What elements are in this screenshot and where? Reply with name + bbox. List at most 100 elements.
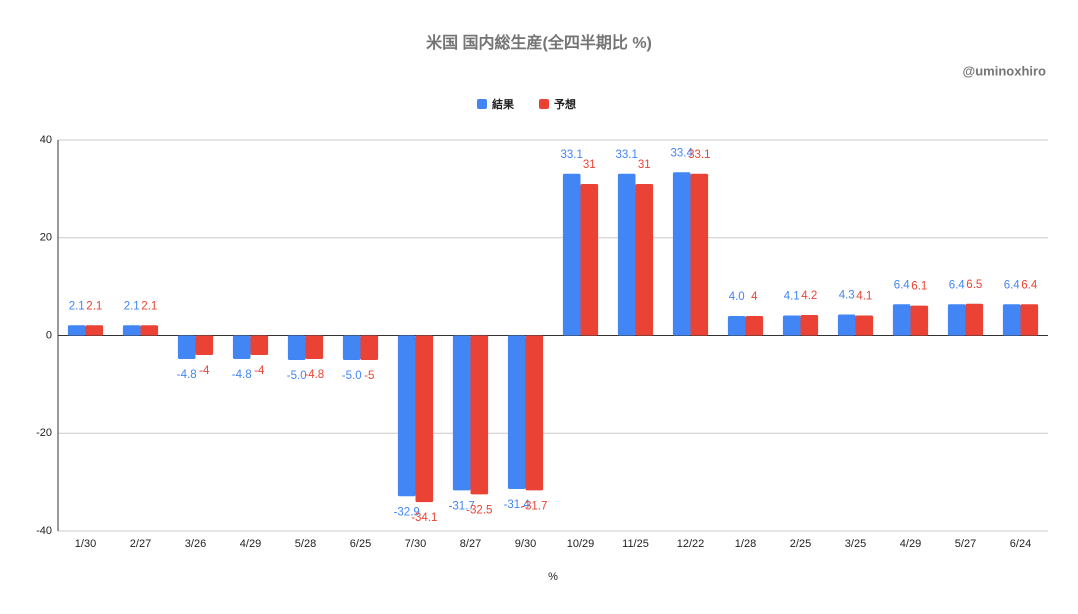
y-tick-label: 40 [40, 134, 52, 146]
y-tick-label: 0 [46, 329, 52, 341]
data-label: -4.8 [232, 369, 252, 381]
x-tick-label: 5/27 [955, 538, 976, 550]
data-label: 33.4 [671, 147, 694, 159]
bar [562, 173, 581, 336]
bar [837, 314, 856, 336]
x-tick-label: 3/25 [845, 538, 866, 550]
data-label: 6.4 [894, 279, 911, 291]
data-label: 31 [583, 159, 596, 171]
x-tick-label: 2/25 [790, 538, 811, 550]
data-label: -4.8 [177, 369, 197, 381]
legend-label: 結果 [492, 97, 514, 111]
bar [855, 315, 874, 336]
data-label: 6.1 [911, 281, 927, 293]
bar [525, 335, 544, 491]
data-label: 4.3 [839, 290, 855, 302]
x-tick-label: 10/29 [567, 538, 595, 550]
x-tick-label: 6/24 [1010, 538, 1031, 550]
x-tick-label: 4/29 [900, 538, 921, 550]
bar [910, 305, 929, 336]
annotation: @uminoxhiro [963, 63, 1047, 78]
bar [360, 335, 379, 360]
data-label: -32.9 [394, 506, 420, 518]
bar [745, 315, 764, 336]
data-label: 6.5 [966, 279, 982, 291]
legend-label: 予想 [554, 97, 576, 111]
bar [690, 173, 709, 336]
data-label: 31 [638, 159, 651, 171]
data-label: 33.1 [561, 149, 583, 161]
legend-swatch [539, 99, 549, 109]
x-tick-label: 8/27 [460, 538, 481, 550]
data-label: 4.0 [729, 291, 745, 303]
bar [782, 315, 801, 336]
data-label: -32.5 [466, 504, 492, 516]
bar [800, 314, 819, 336]
data-label: 4.1 [856, 290, 872, 302]
bar [580, 183, 599, 336]
data-label: -34.1 [411, 512, 437, 524]
x-tick-label: 1/28 [735, 538, 756, 550]
data-label: 33.1 [616, 149, 638, 161]
bar [452, 335, 471, 491]
x-tick-label: 2/27 [130, 538, 151, 550]
data-label: 4.2 [801, 290, 817, 302]
bar [397, 335, 416, 497]
data-label: -4.8 [304, 369, 324, 381]
data-label: -5 [364, 370, 374, 382]
bar [727, 315, 746, 336]
bar [67, 325, 86, 336]
data-label: -4 [254, 365, 265, 377]
data-label: 33.1 [688, 149, 710, 161]
chart-title: 米国 国内総生産(全四半期比 %) [426, 33, 652, 52]
bar [507, 335, 526, 489]
bar [947, 304, 966, 336]
data-label: 6.4 [949, 279, 966, 291]
x-tick-label: 6/25 [350, 538, 371, 550]
x-tick-label: 1/30 [75, 538, 96, 550]
bar [672, 172, 691, 336]
data-label: -5.0 [287, 370, 307, 382]
data-label: -5.0 [342, 370, 362, 382]
data-label: 2.1 [69, 300, 85, 312]
y-tick-label: -20 [36, 427, 52, 439]
y-tick-label: -40 [36, 525, 52, 537]
bar [617, 173, 636, 336]
x-tick-label: 9/30 [515, 538, 536, 550]
bar [305, 335, 324, 359]
x-tick-label: 11/25 [622, 538, 649, 550]
data-label: 2.1 [141, 300, 157, 312]
data-label: 2.1 [124, 300, 140, 312]
x-tick-label: 3/26 [185, 538, 206, 550]
bar [965, 303, 984, 336]
data-label: 2.1 [86, 300, 102, 312]
data-label: -31.7 [521, 500, 547, 512]
bar [195, 335, 214, 356]
y-tick-label: 20 [40, 232, 52, 244]
legend-swatch [477, 99, 487, 109]
x-tick-label: 5/28 [295, 538, 316, 550]
data-label: -4 [199, 365, 210, 377]
bar [85, 325, 104, 336]
bar [250, 335, 269, 356]
data-label: -31.4 [504, 499, 531, 511]
x-tick-label: 7/30 [405, 538, 426, 550]
bar [122, 325, 141, 336]
data-label: 6.4 [1021, 279, 1038, 291]
data-label: 4.1 [784, 290, 800, 302]
bar [470, 335, 489, 495]
data-label: -31.7 [449, 500, 475, 512]
bar [177, 335, 196, 359]
data-label: 6.4 [1004, 279, 1021, 291]
bar [1002, 304, 1021, 336]
data-label: 4 [751, 291, 758, 303]
bar [287, 335, 306, 360]
bar [635, 183, 654, 336]
bar [892, 304, 911, 336]
bar [140, 325, 159, 336]
x-tick-label: 12/22 [677, 538, 705, 550]
bar [415, 335, 434, 503]
x-tick-label: 4/29 [240, 538, 261, 550]
bar [342, 335, 361, 360]
